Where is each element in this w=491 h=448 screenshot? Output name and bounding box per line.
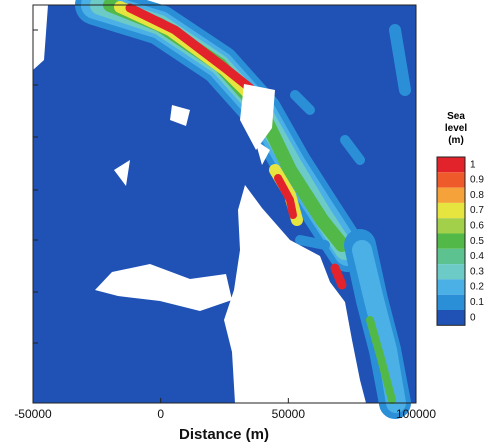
plot-frame [32, 4, 417, 404]
x-tick-label: -50000 [14, 407, 52, 421]
colorbar-swatch [437, 172, 465, 188]
x-tick-label: 100000 [396, 407, 436, 421]
colorbar-label: 0.9 [470, 175, 484, 186]
contour-band [352, 240, 406, 413]
x-tick-label: 50000 [272, 407, 306, 421]
colorbar-swatch [437, 187, 465, 203]
colorbar-label: 0.8 [470, 190, 484, 201]
colorbar-swatch [437, 294, 465, 310]
land [224, 185, 366, 403]
contour-band [330, 263, 347, 290]
contour-band [125, 3, 255, 93]
colorbar-title: Sea level (m) [444, 111, 468, 146]
colorbar-label: 0.1 [470, 297, 484, 308]
colorbar-label: 0.5 [470, 236, 484, 247]
colorbar-label: 0.7 [470, 205, 484, 216]
land [33, 5, 48, 70]
colorbar-label: 0.4 [470, 251, 484, 262]
colorbar-frame [436, 156, 466, 326]
contour-band [366, 316, 396, 404]
x-tick-label: 0 [157, 407, 164, 421]
colorbar-swatch [437, 310, 465, 326]
land [255, 140, 270, 165]
colorbar-label: 0.2 [470, 282, 484, 293]
contour-band [274, 174, 297, 219]
colorbar-swatch [437, 279, 465, 295]
contour-band [389, 24, 411, 96]
colorbar-swatch [437, 264, 465, 280]
colorbar-label: 1 [470, 159, 476, 170]
contour-band [290, 90, 315, 115]
land [170, 105, 190, 126]
colorbar-label: 0 [470, 312, 476, 323]
contour-band [340, 135, 365, 165]
colorbar-label: 0.3 [470, 266, 484, 277]
colorbar-label: 0.6 [470, 220, 484, 231]
colorbar-swatch [437, 218, 465, 234]
colorbar-swatch [437, 202, 465, 219]
colorbar-swatch [437, 248, 465, 265]
colorbar-swatch [437, 233, 465, 249]
land [114, 160, 130, 186]
land [240, 84, 275, 150]
contour-band [295, 235, 330, 250]
land [95, 264, 232, 311]
x-axis-label: Distance (m) [179, 426, 269, 443]
colorbar-swatch [437, 157, 465, 173]
